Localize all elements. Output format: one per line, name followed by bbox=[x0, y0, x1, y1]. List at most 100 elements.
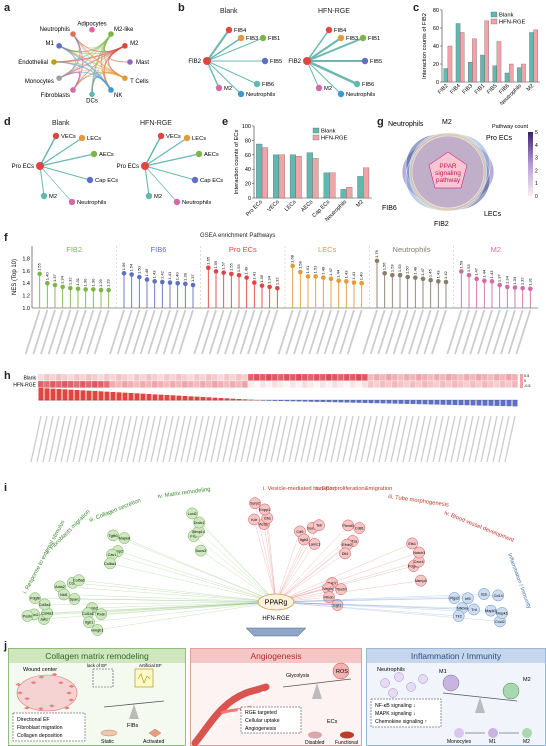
angiogenesis-illustration: Glycolysis ROS RGE targeted Cellular upt… bbox=[191, 662, 358, 746]
module-label-immune: Inflammation / Immunity bbox=[506, 553, 532, 610]
nes-value-label: 1.43 bbox=[343, 270, 348, 279]
pathway-name-placeholder bbox=[331, 309, 348, 355]
difference-bar bbox=[152, 394, 158, 401]
center-node-label: Pro ECs bbox=[117, 164, 139, 170]
heatmap-cell bbox=[487, 380, 494, 388]
lollipop-head bbox=[259, 283, 265, 288]
difference-bar bbox=[236, 399, 242, 401]
target-node bbox=[253, 80, 261, 88]
difference-bar bbox=[464, 400, 470, 406]
heatmap-cell bbox=[223, 380, 230, 388]
nes-value-label: 1.45 bbox=[428, 269, 433, 278]
lollipop-head bbox=[175, 280, 180, 286]
fibroblast-cell bbox=[24, 697, 31, 701]
cell-node bbox=[56, 75, 62, 81]
heatmap-cell bbox=[157, 373, 164, 381]
heatmap-cell bbox=[103, 380, 110, 388]
fibroblast-cell bbox=[68, 698, 75, 702]
heatmap-cell bbox=[241, 373, 248, 381]
difference-bar bbox=[266, 400, 272, 401]
lollipop-head bbox=[528, 286, 533, 292]
gene-node bbox=[73, 574, 85, 587]
heatmap-cell bbox=[451, 380, 458, 388]
gene-edge bbox=[275, 580, 421, 603]
bar bbox=[261, 147, 268, 199]
pathway-name-placeholder bbox=[178, 309, 194, 355]
bar bbox=[312, 158, 319, 199]
heatmap-cell bbox=[73, 380, 80, 388]
pathway-name-placeholder bbox=[216, 309, 233, 355]
difference-bar bbox=[344, 400, 350, 403]
lollipop-head bbox=[167, 280, 173, 285]
fib2-network-blank: FIB2 FIB4 FIB3 FIB1 FIB5 FIB6 M2 Neutrophils bbox=[188, 26, 282, 98]
heatmap-cell bbox=[55, 380, 62, 388]
heatmap-cell bbox=[181, 380, 188, 388]
group-label: FIB6 bbox=[151, 245, 167, 254]
collagen-title: Collagen matrix remodeling bbox=[9, 649, 185, 663]
gene-label: Lamc1 bbox=[309, 542, 320, 546]
y-tick-label: 1.2 bbox=[22, 294, 30, 300]
fibroblast-cell bbox=[38, 675, 45, 679]
difference-bar bbox=[218, 398, 224, 401]
nes-value-label: 1.32 bbox=[67, 277, 72, 286]
heatmap-cell bbox=[379, 380, 386, 388]
ros-label: ROS bbox=[336, 669, 348, 675]
difference-bar bbox=[458, 400, 464, 406]
y-tick-label: 40 bbox=[245, 167, 251, 173]
gene-label: Kdr bbox=[251, 518, 258, 522]
heatmap-cell bbox=[67, 373, 74, 381]
gene-label: Tlr2 bbox=[455, 615, 462, 619]
gene-set-label-placeholder bbox=[300, 415, 312, 463]
heatmap-cell bbox=[343, 373, 350, 381]
heatmap-cell bbox=[319, 373, 326, 381]
angio-bullet-1: RGE targeted bbox=[245, 710, 277, 716]
nes-value-label: 1.51 bbox=[313, 265, 318, 274]
heatmap-scale-tick: -0.5 bbox=[524, 384, 531, 388]
gene-label: Itgb3 bbox=[300, 538, 308, 542]
gene-edge bbox=[275, 525, 349, 603]
heatmap-cell bbox=[421, 380, 428, 388]
immune-bullet-box bbox=[370, 698, 442, 728]
gene-edge bbox=[275, 525, 320, 603]
gene-edge bbox=[275, 595, 499, 603]
center-node bbox=[141, 162, 149, 170]
lollipop-head bbox=[489, 279, 495, 284]
target-node bbox=[183, 134, 191, 142]
gene-set-label-placeholder bbox=[396, 415, 408, 463]
heatmap-cell bbox=[115, 380, 122, 388]
lollipop-head bbox=[428, 277, 433, 283]
heatmap-cell bbox=[181, 373, 188, 381]
gene-label: Egr1 bbox=[333, 603, 341, 607]
gene-set-label-placeholder bbox=[432, 415, 444, 463]
heatmap-cell bbox=[85, 380, 92, 388]
lollipop-head bbox=[229, 271, 234, 277]
gene-set-label-placeholder bbox=[504, 415, 516, 463]
heatmap-cell bbox=[265, 380, 272, 388]
gene-node bbox=[248, 513, 260, 526]
gene-set-label-placeholder bbox=[456, 415, 468, 463]
heatmap-cell bbox=[493, 380, 500, 388]
fib2-network-hfn: FIB2 FIB4 FIB3 FIB1 FIB5 FIB6 M2 Neutrophils bbox=[288, 26, 382, 98]
target-node bbox=[78, 134, 86, 142]
fibroblast-cell bbox=[51, 672, 58, 676]
cell-interaction-network: Adipocytes M2-like M2 Mast T Cells NK DCs Fibro… bbox=[18, 22, 149, 105]
legend-tick: 1 bbox=[535, 181, 538, 187]
lollipop-head bbox=[213, 269, 219, 274]
heatmap-cell bbox=[271, 373, 278, 381]
collagen-column: Collagen matrix remodeling Wound center … bbox=[8, 648, 186, 746]
nes-value-label: 1.53 bbox=[389, 264, 394, 273]
gene-node bbox=[308, 538, 321, 550]
target-node bbox=[225, 26, 233, 34]
gene-set-label-placeholder bbox=[216, 415, 228, 463]
difference-bar bbox=[488, 400, 494, 406]
nes-value-label: 1.50 bbox=[136, 265, 141, 274]
lollipop-head bbox=[374, 258, 380, 264]
pathway-name-placeholder bbox=[277, 309, 294, 355]
difference-bar bbox=[134, 393, 140, 401]
bar bbox=[508, 63, 514, 83]
hydrogel-dressing-icon bbox=[245, 627, 307, 637]
target-node bbox=[359, 34, 367, 42]
heatmap-cell bbox=[229, 380, 236, 388]
nes-value-label: 1.36 bbox=[259, 274, 264, 283]
target-node-label: VECs bbox=[61, 134, 76, 140]
